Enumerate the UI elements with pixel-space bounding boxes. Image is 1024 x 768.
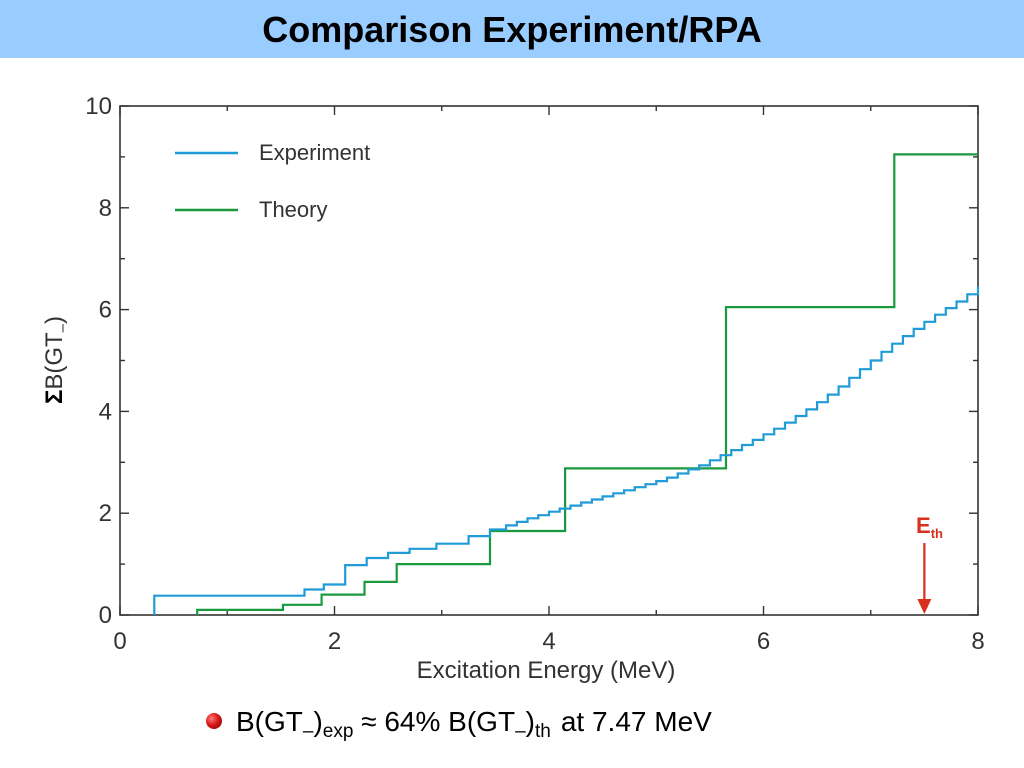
x-tick-label: 8	[971, 628, 984, 655]
y-tick-label: 10	[85, 93, 112, 120]
th-subscript: th	[534, 721, 551, 742]
x-tick-label: 2	[328, 628, 341, 655]
series-experiment-line	[153, 286, 980, 615]
exp-subscript: exp	[322, 721, 354, 742]
bullet-dot-icon	[206, 713, 222, 729]
y-tick-label: 2	[99, 500, 112, 527]
page-title: Comparison Experiment/RPA	[262, 9, 762, 50]
x-axis-label: Excitation Energy (MeV)	[417, 657, 676, 684]
y-tick-label: 6	[99, 297, 112, 324]
title-bar: Comparison Experiment/RPA	[0, 0, 1024, 58]
plot-frame	[119, 105, 979, 616]
threshold-label: Eth	[916, 513, 943, 541]
y-tick-label: 4	[99, 398, 112, 425]
summary-bullet: B(GT–)exp ≈ 64% B(GT–)th at 7.47 MeV	[206, 706, 712, 746]
y-axis-label: ΣB(GT–)	[41, 316, 71, 404]
threshold-arrow-head	[917, 599, 932, 614]
legend-label-theory: Theory	[259, 197, 327, 222]
energy-text: at 7.47 MeV	[560, 706, 712, 737]
approx-text: ≈ 64% B(GT	[353, 706, 516, 737]
y-tick-label: 0	[99, 602, 112, 629]
y-tick-label: 8	[99, 195, 112, 222]
bgt-close-2: )	[525, 706, 535, 737]
x-tick-label: 6	[757, 628, 770, 655]
legend-label-experiment: Experiment	[259, 140, 370, 165]
minus-sub: –	[302, 721, 314, 742]
x-tick-label: 0	[113, 628, 126, 655]
series-theory-line	[196, 153, 978, 615]
bgt-close: )	[313, 706, 323, 737]
minus-sub-2: –	[515, 721, 526, 742]
x-tick-label: 4	[542, 628, 555, 655]
bgt-exp-label: B(GT	[236, 706, 303, 737]
